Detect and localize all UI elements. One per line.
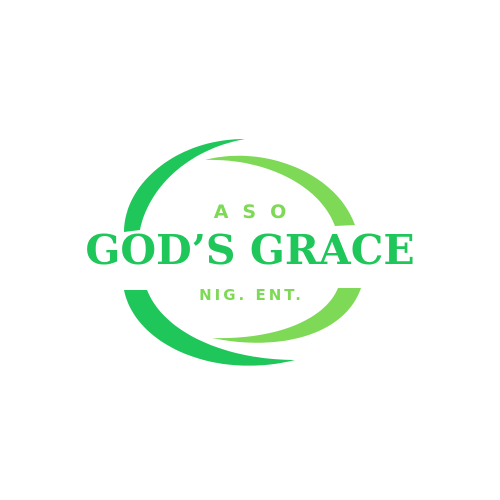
lower-left-crescent <box>124 290 295 366</box>
upper-right-crescent <box>205 155 355 226</box>
logo-brand-name: GOD’S GRACE <box>85 226 415 274</box>
logo-top-text: ASO <box>213 201 301 223</box>
logo-bottom-text: NIG. ENT. <box>199 286 304 304</box>
lower-right-crescent <box>212 288 361 343</box>
upper-left-crescent <box>124 139 245 232</box>
